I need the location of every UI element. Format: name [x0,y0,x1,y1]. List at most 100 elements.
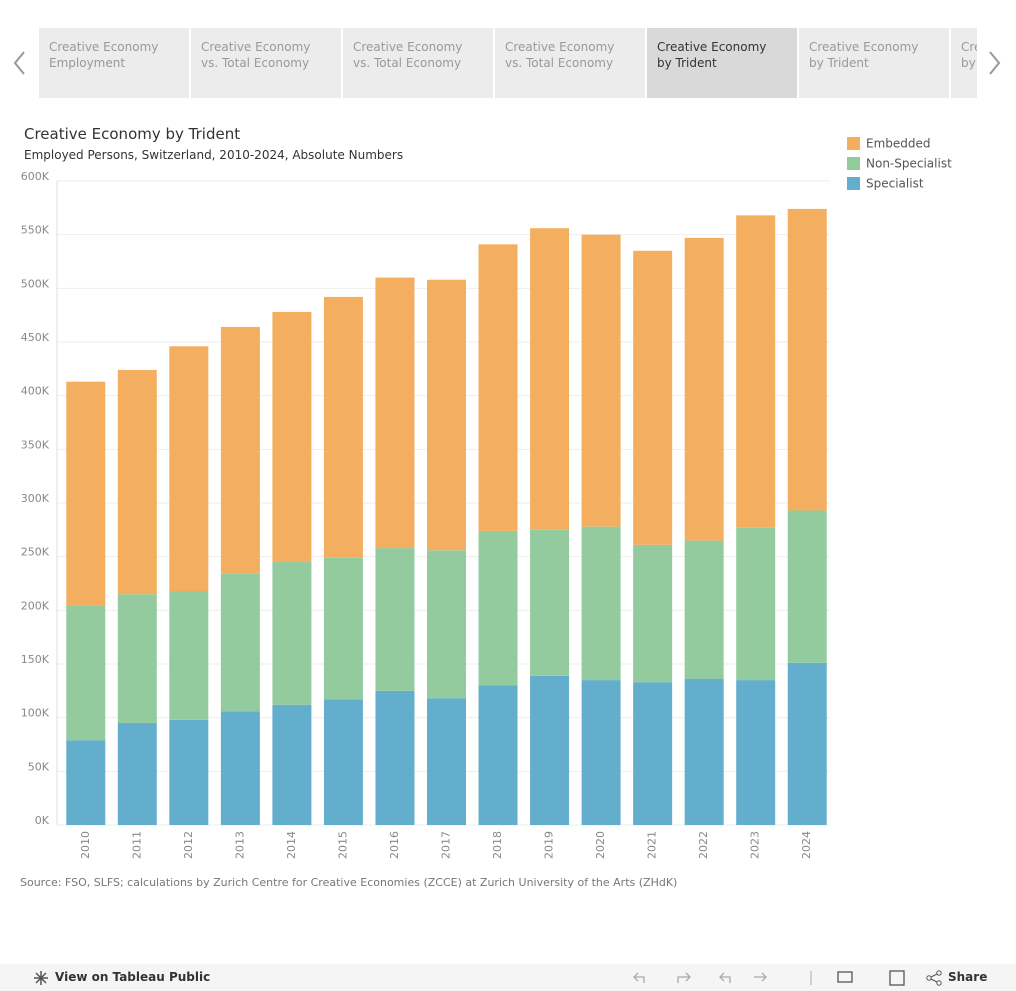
source: Source: FSO, SLFS; calculations by Zuric… [20,876,677,889]
bar-segment [169,719,209,825]
bar-segment [272,704,312,825]
bar-segment [633,682,673,825]
x-tick-label: 2019 [543,831,556,859]
tab[interactable]: Creative Economy Employment [39,28,189,98]
tab[interactable]: Creative Economy vs. Total Economy [343,28,493,98]
bar-segment [272,311,312,563]
toolbar: View on Tableau Public Share [0,964,1016,991]
bar-segment [117,369,157,595]
tab-label: Creative Economy by Trident [809,40,919,70]
x-tick-label: 2013 [233,831,246,859]
bar-segment [323,296,363,558]
x-tick-label: 2017 [440,831,453,859]
y-tick-label: 150K [21,653,50,666]
bar-segment [684,237,724,541]
x-tick-label: 2023 [749,831,762,859]
tab[interactable]: Creative Economy by Trident [647,28,797,98]
y-tick-label: 350K [21,438,50,451]
chart: Creative Economy by Trident Employed Per… [20,125,952,889]
bar-segment [581,680,621,825]
x-tick-label: 2016 [388,831,401,859]
y-tick-label: 600K [21,170,50,183]
prev-arrow[interactable] [10,48,30,78]
bar-segment [633,250,673,545]
x-tick-label: 2012 [182,831,195,859]
share-icon [926,970,942,986]
bar-segment [633,544,673,683]
bar-segment [427,698,466,825]
y-tick-label: 500K [21,277,50,290]
x-tick-label: 2011 [130,831,143,859]
bar-segment [478,530,518,686]
bar-segment [66,381,106,607]
bar-segment [736,527,776,681]
tab-label: Creative Economy by Trident [657,40,767,70]
tab-strip: Creative Economy Employment Creative Econ… [39,28,977,98]
bar-segment [169,346,209,592]
bar-segment [66,740,106,825]
x-tick-label: 2018 [491,831,504,859]
y-tick-label: 50K [28,760,50,773]
chart-title: Creative Economy by Trident [24,125,240,143]
x-tick-label: 2014 [285,831,298,859]
y-tick-label: 200K [21,599,50,612]
legend-label: Specialist [866,177,924,191]
bar-segment [736,215,776,528]
bar-segment [375,277,415,549]
bar-segment [530,675,570,825]
y-tick-label: 250K [21,546,50,559]
tableau-icon [34,971,48,985]
y-tick-label: 400K [21,385,50,398]
bar-segment [581,234,621,527]
chart-subtitle: Employed Persons, Switzerland, 2010-2024… [24,148,403,162]
legend-swatch [847,137,860,150]
bar-segment [220,573,260,712]
bar-segment [117,723,157,825]
tab[interactable]: Creative Economy by Trident [799,28,949,98]
bar-segment [220,326,260,574]
bar-segment [684,679,724,825]
legend-label: Non-Specialist [866,157,952,171]
tab-label: Creative Economy vs. Total Economy [353,40,463,70]
bar-segment [220,711,260,825]
bar-segment [478,685,518,825]
x-tick-label: 2021 [646,831,659,859]
bar-segment [787,510,827,663]
bar-segment [478,244,518,531]
bar-segment [736,680,776,825]
y-tick-label: 300K [21,492,50,505]
bar-segment [117,594,157,724]
tab-label: Creative Economy Employment [49,40,159,70]
bar-segment [323,557,363,700]
bar-segment [272,562,312,705]
bar-segment [323,699,363,825]
legend-swatch [847,157,860,170]
tab-label: Creative Economy by Trident [961,40,977,70]
bar-segment [581,526,621,681]
tab-label: Creative Economy vs. Total Economy [201,40,311,70]
x-tick-label: 2020 [594,831,607,859]
tab[interactable]: Creative Economy by Trident [951,28,977,98]
bar-segment [787,208,827,511]
legend-label: Embedded [866,137,931,151]
toolbar-icons [633,970,905,986]
bar-segment [530,529,570,676]
share-button[interactable]: Share [948,970,988,984]
bar-segment [530,228,570,530]
next-arrow[interactable] [985,48,1005,78]
y-tick-label: 100K [21,707,50,720]
bar-segment [169,591,209,720]
tab-label: Creative Economy vs. Total Economy [505,40,615,70]
bar-segment [787,662,827,825]
view-link[interactable]: View on Tableau Public [55,970,211,984]
bar-segment [375,690,415,825]
tab[interactable]: Creative Economy vs. Total Economy [495,28,645,98]
y-tick-label: 0K [35,814,50,827]
x-tick-label: 2015 [336,831,349,859]
y-tick-label: 550K [21,224,50,237]
tab[interactable]: Creative Economy vs. Total Economy [191,28,341,98]
x-tick-label: 2010 [79,831,92,859]
bar-segment [684,540,724,680]
bar-segment [375,548,415,691]
